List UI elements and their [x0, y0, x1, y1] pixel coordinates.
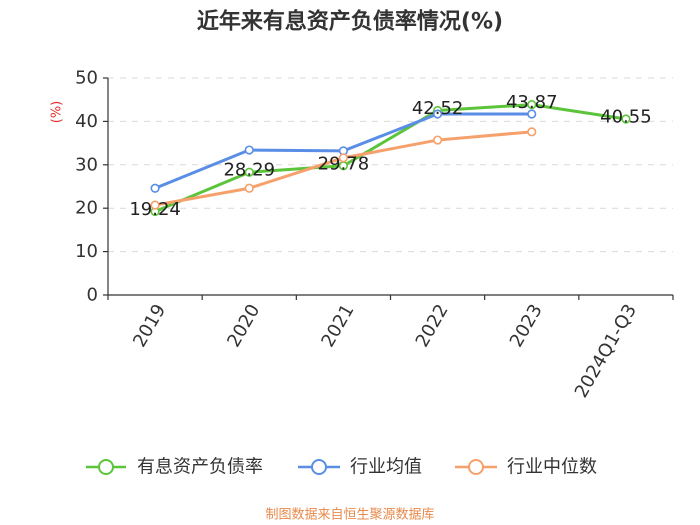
- x-tick-label: 2022: [412, 301, 453, 351]
- legend-marker-icon: [468, 459, 484, 475]
- data-point: [338, 153, 349, 163]
- y-tick-label: 10: [75, 241, 98, 262]
- legend-label: 行业均值: [350, 457, 422, 478]
- x-tick-label: 2019: [129, 301, 170, 351]
- data-point: [527, 127, 537, 137]
- data-point: [432, 109, 443, 119]
- data-point: [527, 109, 537, 119]
- data-label: 29.78: [318, 153, 370, 174]
- y-tick-label: 30: [75, 154, 98, 175]
- data-point: [432, 135, 443, 145]
- x-tick-label: 2021: [317, 301, 358, 351]
- legend-label: 行业中位数: [507, 457, 597, 478]
- axes: 0 10 20 30 40 50 2019 2020 2021 2022 2023 2024Q1-Q3: [75, 68, 674, 402]
- x-tick-label: 2024Q1-Q3: [571, 301, 641, 402]
- y-tick-label: 50: [75, 68, 98, 89]
- data-point: [150, 200, 160, 210]
- data-label: 28.29: [223, 160, 275, 181]
- legend-item-industry-median[interactable]: 行业中位数: [455, 457, 597, 478]
- x-tick-label: 2020: [223, 301, 264, 351]
- legend-label: 有息资产负债率: [137, 457, 263, 478]
- data-label: 42.52: [412, 98, 464, 119]
- data-label: 43.87: [506, 92, 558, 113]
- chart-title: 近年来有息资产负债率情况(%): [197, 9, 503, 35]
- y-tick-label: 0: [87, 285, 98, 306]
- series-line-0: [153, 103, 628, 213]
- y-axis-label: (%): [50, 101, 65, 124]
- legend-item-industry-average[interactable]: 行业均值: [298, 457, 422, 478]
- legend-marker-icon: [98, 459, 114, 475]
- data-labels: 19.24 28.29 29.78 42.52 43.87 40.55: [129, 92, 651, 220]
- grid: [108, 77, 673, 253]
- data-point: [621, 114, 631, 124]
- data-point: [150, 183, 160, 193]
- source-footer: 制图数据来自恒生聚源数据库: [265, 507, 434, 523]
- data-label: 19.24: [129, 199, 181, 220]
- data-point: [244, 183, 254, 193]
- data-point: [244, 145, 254, 155]
- data-label: 40.55: [600, 107, 652, 128]
- legend-marker-icon: [311, 459, 327, 475]
- x-tick-label: 2023: [506, 301, 547, 351]
- legend-item-interest-bearing-debt-ratio[interactable]: 有息资产负债率: [86, 457, 263, 478]
- y-tick-label: 40: [75, 111, 98, 132]
- series-group: [150, 100, 631, 217]
- legend: 有息资产负债率 行业均值 行业中位数: [86, 457, 597, 478]
- data-point: [527, 100, 537, 110]
- data-point: [244, 167, 254, 177]
- y-tick-label: 20: [75, 198, 98, 219]
